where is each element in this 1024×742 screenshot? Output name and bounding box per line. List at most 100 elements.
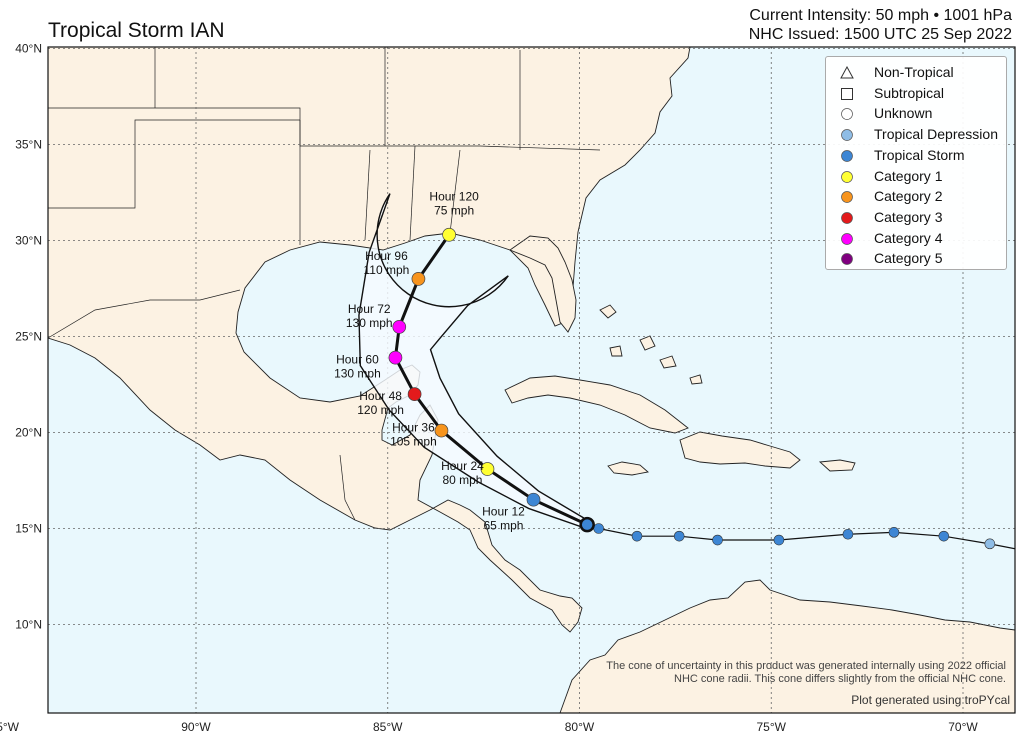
hispaniola-land <box>679 431 801 469</box>
nhc-issued: NHC Issued: 1500 UTC 25 Sep 2022 <box>748 26 1012 43</box>
cone-note-line-1: The cone of uncertainty in this product … <box>606 660 1006 672</box>
legend-circle-icon <box>841 108 853 121</box>
forecast-point <box>388 350 403 365</box>
map-title: Tropical Storm IAN <box>48 19 225 42</box>
land-masses <box>48 47 1015 713</box>
forecast-point <box>434 423 449 438</box>
legend-circle-icon <box>841 191 853 204</box>
lat-tick-label: 40°N <box>15 42 42 56</box>
current-intensity: Current Intensity: 50 mph • 1001 hPa <box>749 7 1012 24</box>
legend-item: Tropical Depression <box>826 125 1006 145</box>
forecast-wind-label: 130 mph <box>334 367 381 381</box>
forecast-wind-label: 130 mph <box>346 316 393 330</box>
legend-item: Category 1 <box>826 167 1006 187</box>
storm-info: Current Intensity: 50 mph • 1001 hPa NHC… <box>749 6 1012 44</box>
forecast-wind-label: 75 mph <box>434 204 474 218</box>
lon-tick-label: 75°W <box>757 720 787 734</box>
legend-label: Category 4 <box>874 229 943 246</box>
legend-label: Tropical Storm <box>874 146 965 163</box>
legend-label: Unknown <box>874 105 933 122</box>
forecast-hour-label: Hour 48 <box>359 389 402 403</box>
legend-item: Subtropical <box>826 84 1006 104</box>
lon-tick-label: 85°W <box>373 720 403 734</box>
lat-tick-label: 25°N <box>15 330 42 344</box>
forecast-hour-label: Hour 12 <box>482 505 525 519</box>
legend-circle-icon <box>841 149 853 162</box>
legend-item: Non-Tropical <box>826 63 1006 83</box>
track-point <box>773 534 785 546</box>
legend-circle-icon <box>841 232 853 245</box>
track-point <box>631 530 643 542</box>
legend-item: Category 3 <box>826 208 1006 228</box>
legend-label: Category 3 <box>874 208 943 225</box>
legend-circle-icon <box>841 129 853 141</box>
track-point <box>593 523 604 534</box>
legend-label: Non-Tropical <box>874 64 954 80</box>
track-point <box>712 534 723 546</box>
legend-triangle-icon <box>840 66 854 79</box>
legend-circle-icon <box>841 212 853 224</box>
forecast-cone <box>358 193 590 530</box>
forecast-hour-label: Hour 96 <box>365 249 408 263</box>
forecast-hour-label: Hour 72 <box>348 302 391 316</box>
forecast-point <box>480 462 495 476</box>
legend-label: Category 5 <box>874 250 943 267</box>
forecast-hour-label: Hour 120 <box>429 190 479 204</box>
lat-tick-label: 20°N <box>15 426 42 440</box>
legend-label: Subtropical <box>874 84 945 101</box>
legend-item: Category 2 <box>826 187 1006 207</box>
map-frame <box>47 46 1016 714</box>
puerto-rico-land <box>818 459 856 472</box>
forecast-wind-label: 120 mph <box>357 403 404 417</box>
lat-tick-label: 30°N <box>15 234 42 248</box>
forecast-hour-label: Hour 24 <box>441 459 484 473</box>
track-point <box>938 530 950 542</box>
legend-circle-icon <box>841 253 853 266</box>
lat-tick-label: 10°N <box>15 618 42 632</box>
forecast-point <box>526 492 541 507</box>
forecast-point <box>442 227 456 242</box>
forecast-wind-label: 80 mph <box>442 473 482 487</box>
legend-item: Category 5 <box>826 249 1006 269</box>
south-america-land <box>559 579 1015 713</box>
cuba-land <box>504 375 689 434</box>
track-point <box>842 528 854 540</box>
jamaica-land <box>607 461 649 476</box>
bahamas-islands <box>599 304 703 385</box>
legend-item: Tropical Storm <box>826 146 1006 166</box>
florida-land <box>509 235 577 333</box>
forecast-hour-label: Hour 36 <box>392 421 435 435</box>
forecast-wind-label: 110 mph <box>364 263 410 277</box>
lon-tick-label: 80°W <box>565 720 595 734</box>
map-legend: Non-Tropical Subtropical Unknown Tropical D… <box>825 56 1007 270</box>
legend-label: Category 2 <box>874 188 943 205</box>
forecast-point <box>392 320 407 334</box>
track-point <box>888 527 900 538</box>
legend-circle-icon <box>841 170 853 183</box>
cone-disclaimer: The cone of uncertainty in this product … <box>606 660 1006 686</box>
north-america-land <box>48 47 691 633</box>
current-position-marker <box>579 516 595 533</box>
state-borders <box>48 47 601 521</box>
track-point <box>673 530 685 542</box>
lon-tick-label: 90°W <box>181 720 211 734</box>
track-point <box>984 538 996 550</box>
forecast-wind-label: 65 mph <box>483 519 523 533</box>
lon-tick-label: 95°W <box>0 720 20 734</box>
plot-credit: Plot generated using troPYcal <box>851 693 1010 707</box>
forecast-hour-label: Hour 60 <box>336 353 379 367</box>
legend-item: Unknown <box>826 104 1006 124</box>
legend-square-icon <box>841 87 853 100</box>
lat-tick-label: 15°N <box>15 522 42 536</box>
legend-label: Tropical Depression <box>874 126 998 143</box>
lat-tick-label: 35°N <box>15 138 42 152</box>
lon-tick-label: 70°W <box>948 720 978 734</box>
forecast-point <box>407 387 422 401</box>
forecast-point <box>411 272 426 286</box>
axis-tick-labels: 40°N35°N30°N25°N20°N15°N10°N105°W100°W95… <box>0 42 978 735</box>
cone-note-line-2: NHC cone radii. This cone differs slight… <box>674 673 1006 685</box>
legend-item: Category 4 <box>826 229 1006 249</box>
legend-label: Category 1 <box>874 167 943 184</box>
forecast-wind-label: 105 mph <box>390 435 437 449</box>
